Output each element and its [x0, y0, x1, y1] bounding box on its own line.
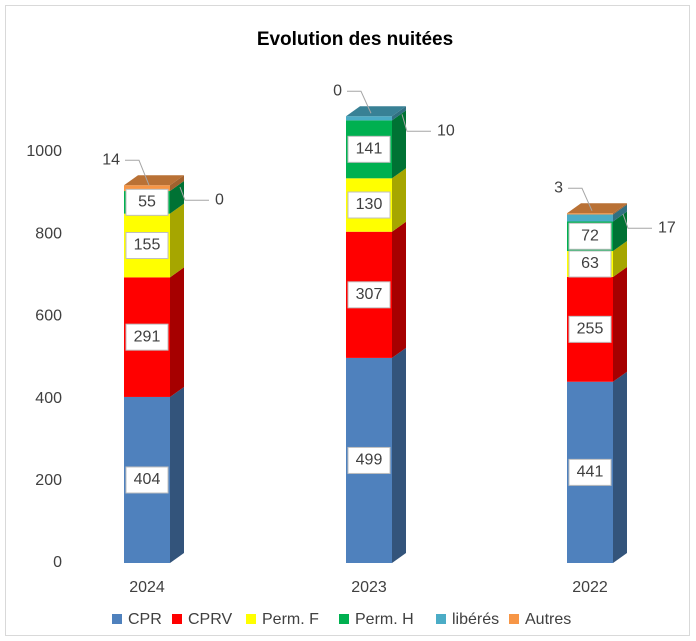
data-label: 14: [102, 152, 120, 169]
data-label: 255: [577, 321, 604, 338]
bar-side: [392, 347, 406, 563]
leader-line: [347, 90, 372, 114]
leader-line: [125, 159, 150, 186]
bar: [567, 214, 613, 222]
data-label: 307: [356, 286, 383, 303]
bar-side: [613, 371, 627, 563]
data-label: 55: [138, 194, 156, 211]
data-label: 63: [581, 255, 599, 272]
legend-swatch: [339, 614, 349, 624]
label-box: [125, 323, 169, 351]
bar-side: [613, 204, 627, 222]
x-tick-label: 2023: [351, 579, 387, 596]
bar-side: [170, 203, 184, 278]
data-label: 0: [333, 82, 342, 99]
data-label: 499: [356, 452, 383, 469]
bar-side: [613, 266, 627, 382]
label-box: [568, 458, 612, 486]
label-box: [125, 466, 169, 494]
data-label: 17: [658, 219, 676, 236]
y-tick-label: 200: [35, 472, 62, 489]
legend-label: libérés: [452, 611, 499, 628]
y-tick-label: 400: [35, 390, 62, 407]
bar-top: [567, 203, 627, 214]
data-label: 441: [577, 464, 604, 481]
bar-top: [346, 106, 406, 117]
leader-line: [179, 186, 209, 201]
bar-side: [613, 241, 627, 277]
data-label: 141: [356, 141, 383, 158]
label-box: [347, 281, 391, 309]
leader-line: [568, 187, 593, 212]
data-label: 72: [581, 227, 599, 244]
data-label: 3: [554, 179, 563, 196]
bar-side: [170, 386, 184, 563]
bar: [346, 116, 392, 121]
legend-swatch: [436, 614, 446, 624]
leader-line: [622, 213, 652, 229]
data-label: 0: [215, 192, 224, 209]
legend-label: Autres: [525, 611, 571, 628]
legend-swatch: [509, 614, 519, 624]
y-tick-label: 600: [35, 308, 62, 325]
bar-side: [170, 175, 184, 192]
legend-label: CPR: [128, 611, 162, 628]
y-tick-label: 0: [53, 554, 62, 571]
bar-top: [124, 175, 184, 186]
bar-side: [392, 106, 406, 121]
bar-side: [392, 110, 406, 179]
label-box: [568, 222, 612, 250]
label-box: [347, 191, 391, 219]
data-label: 291: [134, 328, 161, 345]
label-box: [347, 446, 391, 474]
x-tick-label: 2022: [572, 579, 608, 596]
label-box: [125, 188, 169, 216]
label-box: [568, 250, 612, 278]
legend-label: Perm. F: [262, 611, 319, 628]
bar: [567, 213, 613, 215]
legend-label: Perm. H: [355, 611, 414, 628]
legend-label: CPRV: [188, 611, 232, 628]
legend-swatch: [246, 614, 256, 624]
bar-side: [613, 211, 627, 252]
legend-swatch: [112, 614, 122, 624]
chart-title: Evolution des nuitées: [257, 29, 453, 50]
data-label: 404: [134, 471, 161, 488]
bar-side: [613, 203, 627, 215]
label-box: [125, 232, 169, 260]
data-label: 155: [134, 237, 161, 254]
bar-side: [392, 221, 406, 358]
bar-side: [392, 168, 406, 232]
bar: [124, 185, 170, 192]
leader-line: [401, 114, 431, 132]
x-tick-label: 2024: [129, 579, 165, 596]
data-label: 10: [437, 122, 455, 139]
legend-swatch: [172, 614, 182, 624]
data-label: 130: [356, 196, 383, 213]
bar-side: [170, 267, 184, 397]
y-tick-label: 1000: [26, 143, 62, 160]
label-box: [568, 315, 612, 343]
label-box: [347, 135, 391, 163]
y-tick-label: 800: [35, 225, 62, 242]
